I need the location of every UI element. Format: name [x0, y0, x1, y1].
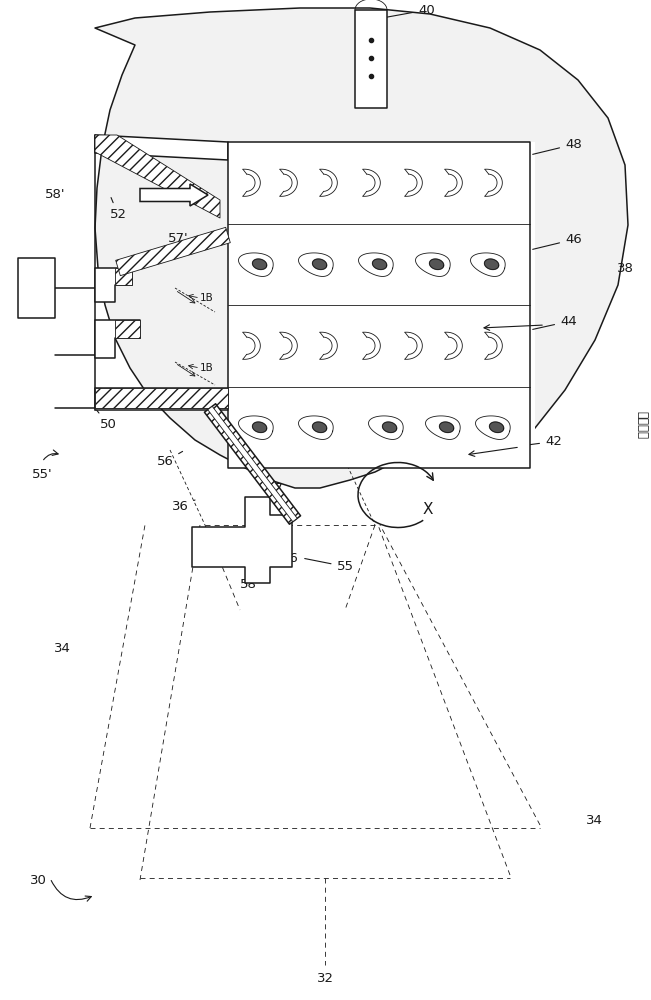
Polygon shape — [115, 320, 140, 338]
Text: 32: 32 — [316, 972, 333, 984]
Text: 50: 50 — [97, 410, 117, 431]
Polygon shape — [192, 497, 292, 583]
Text: 57: 57 — [265, 482, 283, 500]
Text: 30: 30 — [29, 874, 46, 886]
Polygon shape — [95, 388, 228, 408]
Polygon shape — [372, 259, 387, 269]
Text: 58: 58 — [240, 570, 256, 591]
Text: 42: 42 — [433, 435, 562, 458]
Polygon shape — [95, 268, 132, 302]
Text: 55': 55' — [32, 468, 52, 482]
Polygon shape — [383, 422, 396, 432]
Polygon shape — [490, 422, 504, 432]
Text: 1B: 1B — [200, 363, 214, 373]
Polygon shape — [253, 422, 267, 432]
Text: 现有技术: 现有技术 — [635, 411, 648, 439]
Polygon shape — [204, 404, 301, 524]
Text: 48: 48 — [533, 138, 582, 154]
Polygon shape — [228, 142, 530, 468]
Text: 57': 57' — [165, 232, 188, 248]
Polygon shape — [484, 259, 499, 269]
Text: 56: 56 — [279, 542, 298, 565]
Polygon shape — [253, 259, 267, 269]
Text: 56: 56 — [156, 451, 182, 468]
Polygon shape — [312, 259, 327, 269]
Text: 1B: 1B — [200, 293, 214, 303]
Polygon shape — [312, 422, 327, 432]
Polygon shape — [230, 142, 535, 468]
Polygon shape — [430, 259, 444, 269]
Text: 38: 38 — [616, 261, 633, 274]
Polygon shape — [18, 258, 55, 318]
Text: 58': 58' — [45, 188, 65, 202]
Text: 34: 34 — [585, 814, 602, 826]
Polygon shape — [208, 406, 298, 522]
Polygon shape — [439, 422, 454, 432]
Text: 52: 52 — [109, 198, 126, 221]
Text: 36: 36 — [172, 500, 195, 513]
Polygon shape — [95, 320, 140, 358]
Text: 46: 46 — [533, 233, 582, 249]
Text: 44: 44 — [533, 315, 577, 329]
Polygon shape — [355, 10, 387, 108]
Polygon shape — [115, 268, 132, 285]
Text: 55: 55 — [305, 559, 353, 573]
Text: 34: 34 — [53, 642, 70, 654]
Polygon shape — [95, 8, 628, 488]
Text: X: X — [422, 502, 434, 518]
Text: 40: 40 — [374, 3, 435, 20]
Polygon shape — [95, 135, 228, 160]
Polygon shape — [95, 135, 220, 218]
Polygon shape — [116, 227, 230, 276]
FancyArrow shape — [140, 184, 208, 206]
Polygon shape — [95, 388, 228, 408]
